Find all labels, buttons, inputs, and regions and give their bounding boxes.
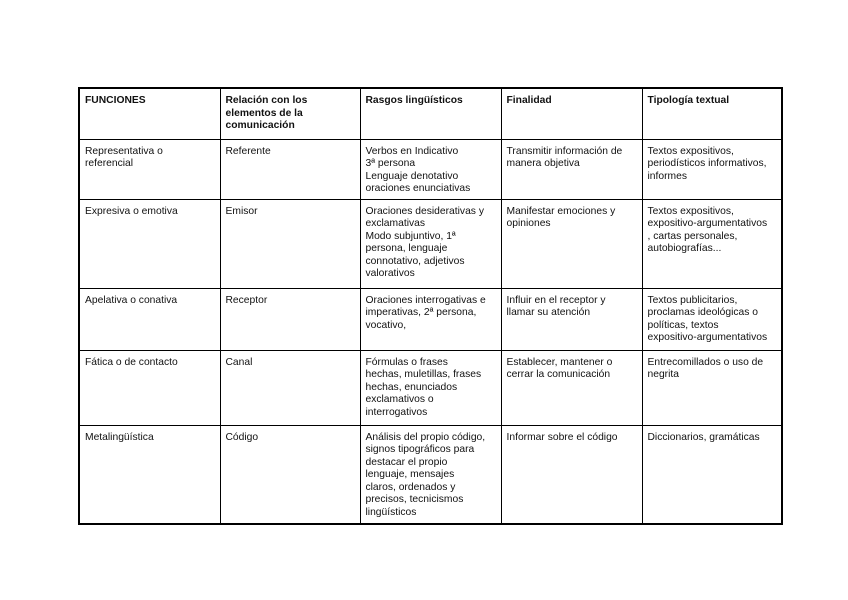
table-cell: Diccionarios, gramáticas [641, 424, 783, 525]
header-cell: Rasgos lingüísticos [359, 87, 502, 140]
table-cell: Receptor [219, 287, 361, 351]
table-cell: Textos expositivos, expositivo-argumenta… [641, 198, 783, 289]
table-cell: Emisor [219, 198, 361, 289]
table-row: Fática o de contacto Canal Fórmulas o fr… [78, 349, 783, 426]
table-cell: Fática o de contacto [78, 349, 221, 426]
table-cell: Verbos en Indicativo 3ª persona Lenguaje… [359, 138, 502, 200]
table-row: Expresiva o emotiva Emisor Oraciones des… [78, 198, 783, 289]
header-cell: Tipología textual [641, 87, 783, 140]
header-cell: Finalidad [500, 87, 643, 140]
table-cell: Fórmulas o frases hechas, muletillas, fr… [359, 349, 502, 426]
table-cell: Textos expositivos, periodísticos inform… [641, 138, 783, 200]
table-cell: Canal [219, 349, 361, 426]
header-row: FUNCIONES Relación con los elementos de … [78, 87, 783, 140]
table-cell: Análisis del propio código, signos tipog… [359, 424, 502, 525]
table-cell: Textos publicitarios, proclamas ideológi… [641, 287, 783, 351]
table-cell: Influir en el receptor y llamar su atenc… [500, 287, 643, 351]
table-cell: Metalingüística [78, 424, 221, 525]
table-cell: Informar sobre el código [500, 424, 643, 525]
table-cell: Entrecomillados o uso de negrita [641, 349, 783, 426]
table-cell: Expresiva o emotiva [78, 198, 221, 289]
table-cell: Referente [219, 138, 361, 200]
table-cell: Transmitir información de manera objetiv… [500, 138, 643, 200]
table-row: Representativa o referencial Referente V… [78, 138, 783, 200]
table-cell: Apelativa o conativa [78, 287, 221, 351]
table-cell: Oraciones desiderativas y exclamativas M… [359, 198, 502, 289]
table-row: Apelativa o conativa Receptor Oraciones … [78, 287, 783, 351]
header-cell: Relación con los elementos de la comunic… [219, 87, 361, 140]
table-cell: Oraciones interrogativas e imperativas, … [359, 287, 502, 351]
table-row: Metalingüística Código Análisis del prop… [78, 424, 783, 525]
table-cell: Manifestar emociones y opiniones [500, 198, 643, 289]
table-cell: Establecer, mantener o cerrar la comunic… [500, 349, 643, 426]
functions-table: FUNCIONES Relación con los elementos de … [78, 87, 783, 525]
header-cell: FUNCIONES [78, 87, 221, 140]
table-cell: Código [219, 424, 361, 525]
table-cell: Representativa o referencial [78, 138, 221, 200]
